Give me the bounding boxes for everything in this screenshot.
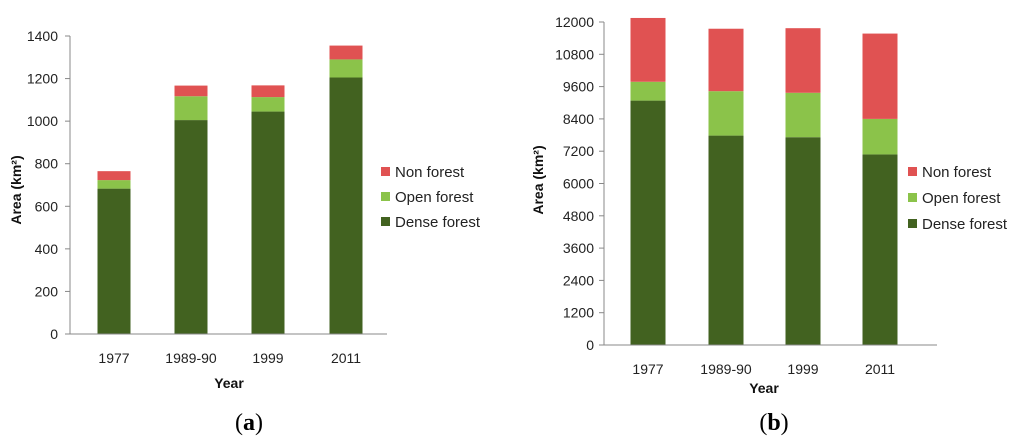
x-axis-title-b: Year [749, 380, 779, 396]
y-tick-label: 800 [35, 156, 59, 172]
x-tick-label: 2011 [865, 361, 895, 377]
panel-label-a: (a) [235, 410, 263, 436]
bar-segment-open-forest [97, 180, 131, 189]
bar-segment-non-forest [785, 28, 821, 93]
bar-segment-non-forest [630, 17, 666, 82]
legend-swatch [908, 167, 917, 176]
bar-segment-non-forest [97, 171, 131, 181]
bar-segment-dense-forest [708, 135, 744, 345]
y-tick-label: 400 [35, 241, 59, 257]
legend-label: Non forest [922, 164, 992, 181]
legend-label: Open forest [922, 190, 1001, 207]
x-axis-title-a: Year [214, 375, 244, 391]
y-axis-b: 0 1200 2400 3600 4800 6000 7200 8400 9600 10800 12… [555, 14, 605, 353]
y-tick-label: 1200 [563, 305, 594, 321]
chart-panel-a: 0 200 400 600 800 1000 1200 1400 1977 1989-90 199… [8, 28, 481, 436]
legend-swatch [908, 193, 917, 202]
x-tick-label: 1999 [787, 361, 818, 377]
y-tick-label: 0 [50, 326, 58, 342]
bar-segment-open-forest [251, 97, 285, 112]
x-tick-label: 1977 [98, 350, 129, 366]
x-axis-b: 1977 1989-90 1999 2011 [604, 344, 937, 377]
y-axis-title-a: Area (km²) [8, 155, 24, 224]
legend-swatch [908, 219, 917, 228]
legend-swatch [381, 217, 390, 226]
bar-segment-non-forest [708, 28, 744, 92]
legend-label: Open forest [395, 189, 474, 206]
y-tick-label: 2400 [563, 272, 594, 288]
legend-label: Dense forest [395, 214, 481, 231]
bar-segment-dense-forest [251, 111, 285, 334]
y-axis-a: 0 200 400 600 800 1000 1200 1400 [27, 28, 71, 342]
bar-segment-open-forest [174, 96, 208, 121]
bar-segment-dense-forest [97, 188, 131, 334]
bar-segment-dense-forest [862, 154, 898, 345]
x-tick-label: 1999 [252, 350, 283, 366]
legend-a: Non forest Open forest Dense forest [381, 164, 481, 231]
y-tick-label: 3600 [563, 240, 594, 256]
bar-segment-non-forest [862, 33, 898, 119]
y-tick-label: 0 [586, 337, 594, 353]
bar-segment-open-forest [862, 118, 898, 155]
bar-segment-open-forest [785, 92, 821, 138]
legend-swatch [381, 167, 390, 176]
bar-segment-non-forest [329, 45, 363, 60]
y-tick-label: 4800 [563, 208, 594, 224]
panel-label-b: (b) [759, 410, 788, 436]
bars-b [630, 17, 898, 345]
bar-segment-open-forest [630, 81, 666, 101]
y-tick-label: 6000 [563, 176, 594, 192]
x-tick-label: 1989-90 [700, 361, 752, 377]
y-tick-label: 8400 [563, 111, 594, 127]
bar-segment-dense-forest [174, 120, 208, 334]
y-axis-title-b: Area (km²) [530, 145, 546, 214]
bar-segment-non-forest [251, 85, 285, 98]
y-tick-label: 1200 [27, 71, 58, 87]
legend-swatch [381, 192, 390, 201]
bars-a [97, 45, 363, 334]
bar-segment-dense-forest [329, 77, 363, 334]
bar-segment-dense-forest [785, 137, 821, 345]
x-tick-label: 1989-90 [165, 350, 217, 366]
y-tick-label: 12000 [555, 14, 594, 30]
y-tick-label: 9600 [563, 79, 594, 95]
y-tick-label: 600 [35, 198, 59, 214]
bar-segment-open-forest [708, 91, 744, 136]
y-tick-label: 7200 [563, 143, 594, 159]
x-axis-a: 1977 1989-90 1999 2011 [70, 333, 387, 366]
x-tick-label: 2011 [331, 350, 361, 366]
y-tick-label: 1400 [27, 28, 58, 44]
panel-letter-b: b [767, 410, 780, 436]
y-tick-label: 10800 [555, 46, 594, 62]
x-tick-label: 1977 [632, 361, 663, 377]
y-tick-label: 200 [35, 283, 59, 299]
bar-segment-non-forest [174, 85, 208, 97]
bar-segment-open-forest [329, 59, 363, 78]
legend-b: Non forest Open forest Dense forest [908, 164, 1008, 233]
chart-panel-b: 0 1200 2400 3600 4800 6000 7200 8400 9600 10800 12… [530, 14, 1008, 436]
y-tick-label: 1000 [27, 113, 58, 129]
bar-segment-dense-forest [630, 100, 666, 345]
panel-letter-a: a [243, 410, 255, 436]
legend-label: Non forest [395, 164, 465, 181]
legend-label: Dense forest [922, 216, 1008, 233]
